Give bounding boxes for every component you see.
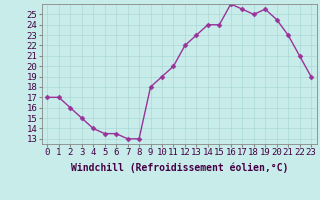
X-axis label: Windchill (Refroidissement éolien,°C): Windchill (Refroidissement éolien,°C) (70, 163, 288, 173)
